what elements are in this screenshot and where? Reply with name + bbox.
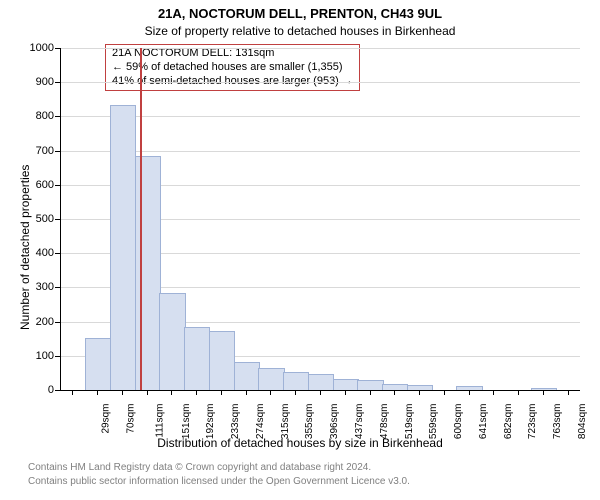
x-tick-label: 29sqm: [101, 404, 112, 434]
grid-line: [60, 151, 580, 152]
x-tick-label: 437sqm: [354, 404, 365, 440]
y-tick-label: 0: [48, 384, 60, 396]
x-tick-label: 396sqm: [329, 404, 340, 440]
y-tick-label: 600: [36, 179, 60, 191]
attribution-line-1: Contains HM Land Registry data © Crown c…: [28, 462, 371, 473]
x-tick-label: 355sqm: [305, 404, 316, 440]
histogram-bar: [110, 105, 136, 390]
histogram-bar: [209, 331, 235, 390]
x-tick-label: 274sqm: [255, 404, 266, 440]
grid-line: [60, 82, 580, 83]
y-tick-label: 100: [36, 350, 60, 362]
attribution-line-2: Contains public sector information licen…: [28, 476, 410, 487]
x-tick-label: 233sqm: [230, 404, 241, 440]
histogram-bar: [184, 327, 210, 390]
histogram-bar: [135, 156, 161, 390]
y-tick-label: 700: [36, 145, 60, 157]
histogram-bar: [333, 379, 359, 390]
chart-title: 21A, NOCTORUM DELL, PRENTON, CH43 9UL: [0, 6, 600, 21]
histogram-bar: [283, 372, 309, 390]
x-tick-label: 70sqm: [126, 404, 137, 434]
plot-area: 0100200300400500600700800900100029sqm70s…: [60, 48, 580, 390]
x-tick-label: 763sqm: [552, 404, 563, 440]
x-tick-label: 151sqm: [181, 404, 192, 440]
histogram-bar: [308, 374, 334, 390]
histogram-bar: [357, 380, 383, 390]
x-tick-label: 559sqm: [428, 404, 439, 440]
x-tick-label: 315sqm: [280, 404, 291, 440]
grid-line: [60, 48, 580, 49]
chart-subtitle: Size of property relative to detached ho…: [0, 24, 600, 38]
y-tick-label: 1000: [30, 42, 60, 54]
x-tick-label: 192sqm: [206, 404, 217, 440]
y-tick-label: 900: [36, 76, 60, 88]
histogram-bar: [234, 362, 260, 390]
x-tick-label: 519sqm: [404, 404, 415, 440]
histogram-bar: [159, 293, 185, 390]
y-tick-label: 800: [36, 110, 60, 122]
x-tick-label: 723sqm: [527, 404, 538, 440]
histogram-bar: [85, 338, 111, 390]
y-tick-label: 200: [36, 316, 60, 328]
x-tick-label: 804sqm: [577, 404, 588, 440]
y-axis: [60, 48, 61, 390]
y-tick-label: 500: [36, 213, 60, 225]
reference-marker-line: [140, 48, 142, 390]
x-tick-label: 600sqm: [453, 404, 464, 440]
grid-line: [60, 116, 580, 117]
histogram-bar: [258, 368, 284, 390]
x-tick-label: 111sqm: [154, 404, 165, 438]
y-tick-label: 300: [36, 281, 60, 293]
y-axis-label: Number of detached properties: [18, 165, 32, 330]
y-tick-label: 400: [36, 247, 60, 259]
x-tick-label: 641sqm: [478, 404, 489, 440]
x-axis: [60, 390, 580, 391]
x-tick-label: 682sqm: [503, 404, 514, 440]
x-tick-label: 478sqm: [379, 404, 390, 440]
chart-container: 21A, NOCTORUM DELL, PRENTON, CH43 9UL Si…: [0, 0, 600, 500]
